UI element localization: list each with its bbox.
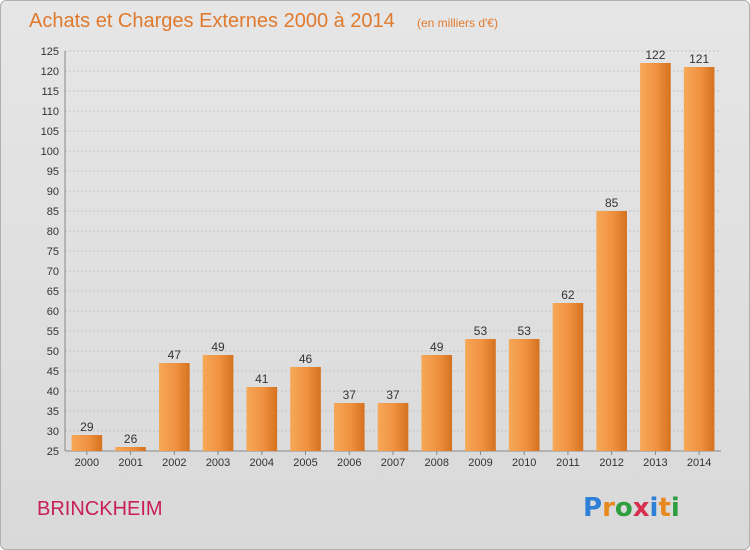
y-tick-label: 105 [41,126,59,138]
bar-2009 [465,339,496,451]
bar-2002 [159,363,190,451]
value-label: 37 [343,388,357,402]
y-tick-label: 90 [47,186,59,198]
logo-letter: i [671,493,680,523]
y-tick-label: 120 [41,66,59,78]
y-tick-label: 40 [47,386,59,398]
bar-2005 [290,367,321,451]
place-name: BRINCKHEIM [37,498,163,520]
y-tick-label: 55 [47,326,59,338]
bar-2012 [596,211,627,451]
y-tick-label: 110 [41,106,59,118]
x-tick-label: 2007 [381,457,405,469]
bars: 29 26 47 49 41 46 37 37 49 53 53 62 85 122 121 [71,48,715,451]
value-label: 49 [430,340,444,354]
bar-2007 [377,403,409,451]
bar-2013 [640,63,671,451]
bar-2010 [508,339,540,451]
logo-letter: P [583,493,602,523]
x-tick-label: 2006 [337,457,361,469]
chart-subtitle: (en milliers d'€) [417,16,498,30]
y-tick-label: 115 [41,86,59,98]
x-axis: 2000 2001 2002 2003 2004 2005 2006 2007 2008 2009… [75,451,711,469]
y-tick-label: 125 [41,46,59,58]
x-tick-label: 2000 [75,457,99,469]
y-tick-label: 65 [47,286,59,298]
bar-2011 [552,303,584,451]
y-tick-label: 75 [47,246,59,258]
bar-2004 [246,387,278,451]
value-label: 85 [605,196,619,210]
value-label: 26 [124,432,138,446]
y-tick-label: 80 [47,226,59,238]
value-label: 37 [386,388,400,402]
y-tick-label: 60 [47,306,59,318]
bar-2003 [202,355,234,451]
y-tick-label: 95 [47,166,59,178]
y-tick-label: 50 [47,346,59,358]
logo-letter: x [633,493,650,523]
y-tick-label: 30 [47,426,59,438]
logo-letter: o [615,493,633,523]
logo-letter: t [658,493,670,523]
x-tick-label: 2001 [118,457,142,469]
y-tick-label: 100 [41,146,59,158]
x-tick-label: 2014 [687,457,711,469]
value-label: 62 [561,288,575,302]
bar-2006 [333,403,365,451]
value-label: 49 [211,340,225,354]
bar-2000 [71,435,103,451]
bar-2001 [115,447,146,451]
x-tick-label: 2002 [162,457,186,469]
value-label: 47 [168,348,182,362]
value-label: 46 [299,352,313,366]
x-tick-label: 2009 [468,457,492,469]
value-label: 121 [689,52,709,66]
value-label: 53 [518,324,532,338]
chart-title: Achats et Charges Externes 2000 à 2014 [29,10,395,32]
x-tick-label: 2003 [206,457,230,469]
x-tick-label: 2004 [250,457,274,469]
value-label: 29 [80,420,94,434]
logo-letter: r [602,493,615,523]
bar-2014 [683,67,715,451]
y-tick-label: 70 [47,266,59,278]
x-tick-label: 2011 [556,457,580,469]
x-tick-label: 2005 [293,457,317,469]
logo-letter: i [650,493,659,523]
value-label: 41 [255,372,269,386]
value-label: 122 [645,48,665,62]
y-tick-label: 25 [47,446,59,458]
value-label: 53 [474,324,488,338]
y-tick-label: 45 [47,366,59,378]
x-tick-label: 2013 [643,457,667,469]
proxiti-logo: Proxiti [583,493,680,523]
x-tick-label: 2012 [599,457,623,469]
grid-lines [65,50,721,452]
bar-2008 [421,355,453,451]
x-tick-label: 2010 [512,457,536,469]
y-tick-label: 85 [47,206,59,218]
y-tick-label: 35 [47,406,59,418]
x-tick-label: 2008 [424,457,448,469]
